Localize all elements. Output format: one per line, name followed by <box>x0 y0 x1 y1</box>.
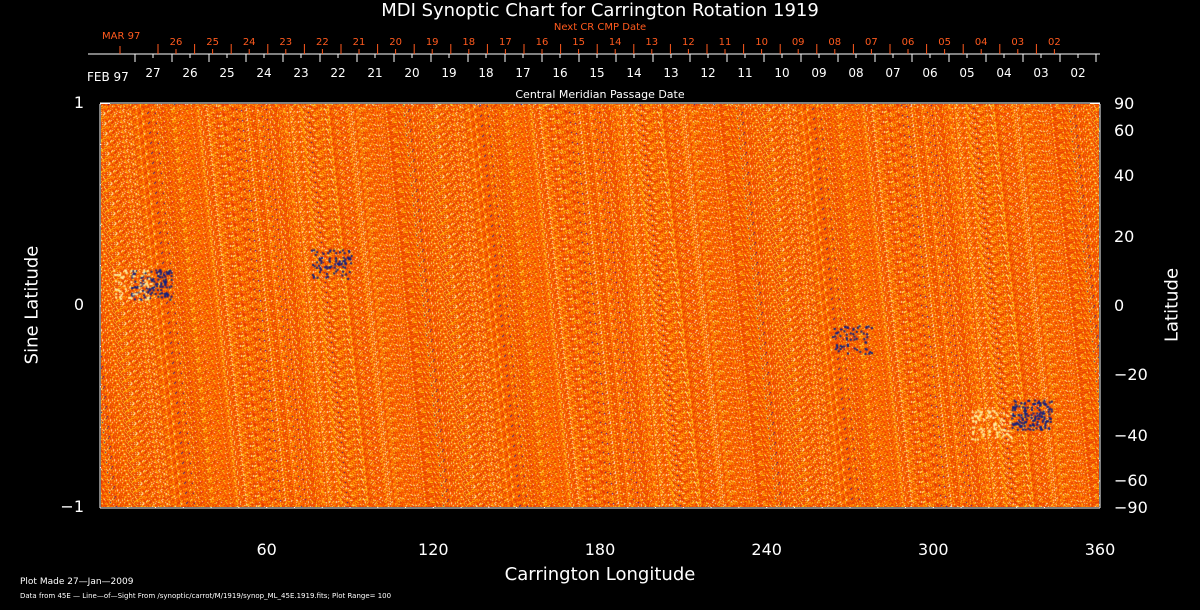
date-tick-label: 11 <box>737 66 753 80</box>
next-date-tick-label: 21 <box>352 37 366 48</box>
date-tick-label: 03 <box>1033 66 1049 80</box>
date-tick-label: 07 <box>885 66 901 80</box>
next-date-tick-label: 13 <box>645 37 659 48</box>
next-date-tick-label: 24 <box>242 37 256 48</box>
next-axis-title: Next CR CMP Date <box>553 22 647 33</box>
next-date-tick-label: 16 <box>535 37 549 48</box>
date-tick-label: 21 <box>367 66 383 80</box>
next-date-tick-label: 26 <box>169 37 183 48</box>
plot-made-text: Plot Made 27—Jan—2009 <box>20 577 134 587</box>
next-date-tick-label: 19 <box>425 37 439 48</box>
next-date-tick-label: 11 <box>718 37 732 48</box>
next-date-tick-label: 14 <box>608 37 622 48</box>
y2-tick-label: 90 <box>1114 94 1135 113</box>
y-tick-label: 1 <box>73 93 84 112</box>
y-axis-title: Sine Latitude <box>21 245 43 365</box>
date-tick-label: 08 <box>848 66 864 80</box>
y2-tick-label: 20 <box>1114 226 1135 246</box>
y2-tick-label: −40 <box>1114 425 1148 445</box>
next-date-tick-label: 04 <box>974 37 988 48</box>
next-date-tick-label: 15 <box>572 37 585 48</box>
y2-tick-label: 40 <box>1114 166 1135 186</box>
x-tick-label: 60 <box>256 540 277 559</box>
date-tick-label: 19 <box>441 66 457 80</box>
date-tick-label: 16 <box>552 66 568 80</box>
date-tick-label: 18 <box>478 66 494 80</box>
next-date-tick-label: 12 <box>682 37 695 48</box>
data-source-text: Data from 45E — Line—of—Sight From /syno… <box>20 592 392 600</box>
date-tick-label: 15 <box>589 66 605 80</box>
next-date-tick-label: 10 <box>755 37 768 48</box>
next-date-tick-label: 03 <box>1011 37 1025 48</box>
date-tick-label: 14 <box>626 66 642 80</box>
y2-tick-label: 0 <box>1114 296 1125 315</box>
y2-tick-label: −60 <box>1114 470 1148 490</box>
next-date-tick-label: 25 <box>206 37 219 48</box>
next-month-label: MAR 97 <box>102 31 141 42</box>
date-tick-label: 23 <box>293 66 309 80</box>
next-date-tick-label: 02 <box>1048 37 1061 48</box>
month-label: FEB 97 <box>87 70 129 84</box>
x-tick-label: 120 <box>418 540 449 559</box>
y2-axis-title: Latitude <box>1161 267 1183 343</box>
date-tick-label: 20 <box>404 66 420 80</box>
date-tick-label: 17 <box>515 66 531 80</box>
date-tick-label: 25 <box>219 66 235 80</box>
date-tick-label: 09 <box>811 66 827 80</box>
date-tick-label: 27 <box>145 66 161 80</box>
next-date-tick-label: 06 <box>901 37 915 48</box>
x-tick-label: 240 <box>751 540 782 559</box>
y2-tick-label: −20 <box>1114 365 1148 385</box>
date-axis-title: Central Meridian Passage Date <box>515 88 685 101</box>
date-tick-label: 06 <box>922 66 938 80</box>
next-date-tick-label: 23 <box>279 37 293 48</box>
date-tick-label: 05 <box>959 66 975 80</box>
x-tick-label: 180 <box>584 540 616 559</box>
date-tick-label: 22 <box>330 66 346 80</box>
next-date-tick-label: 20 <box>389 37 402 48</box>
date-tick-label: 26 <box>182 66 198 80</box>
y-tick-label: 0 <box>73 295 84 314</box>
x-tick-label: 300 <box>918 540 949 559</box>
date-tick-label: 24 <box>256 66 272 80</box>
y2-tick-label: −90 <box>1114 498 1148 517</box>
date-tick-label: 13 <box>663 66 679 80</box>
next-date-tick-label: 08 <box>828 37 842 48</box>
x-axis-title: Carrington Longitude <box>504 564 696 585</box>
next-date-tick-label: 05 <box>938 37 951 48</box>
date-tick-label: 02 <box>1070 66 1086 80</box>
next-date-tick-label: 18 <box>462 37 476 48</box>
y-tick-label: −1 <box>60 497 84 516</box>
date-tick-label: 10 <box>774 66 790 80</box>
chart-title: MDI Synoptic Chart for Carrington Rotati… <box>381 0 819 21</box>
date-tick-label: 04 <box>996 66 1012 80</box>
next-date-tick-label: 07 <box>865 37 878 48</box>
synoptic-magnetogram <box>101 104 1099 507</box>
next-date-tick-label: 22 <box>316 37 329 48</box>
date-tick-label: 12 <box>700 66 716 80</box>
next-date-tick-label: 09 <box>791 37 805 48</box>
x-tick-label: 360 <box>1084 540 1116 559</box>
y2-tick-label: 60 <box>1114 121 1135 141</box>
next-date-tick-label: 17 <box>499 37 512 48</box>
